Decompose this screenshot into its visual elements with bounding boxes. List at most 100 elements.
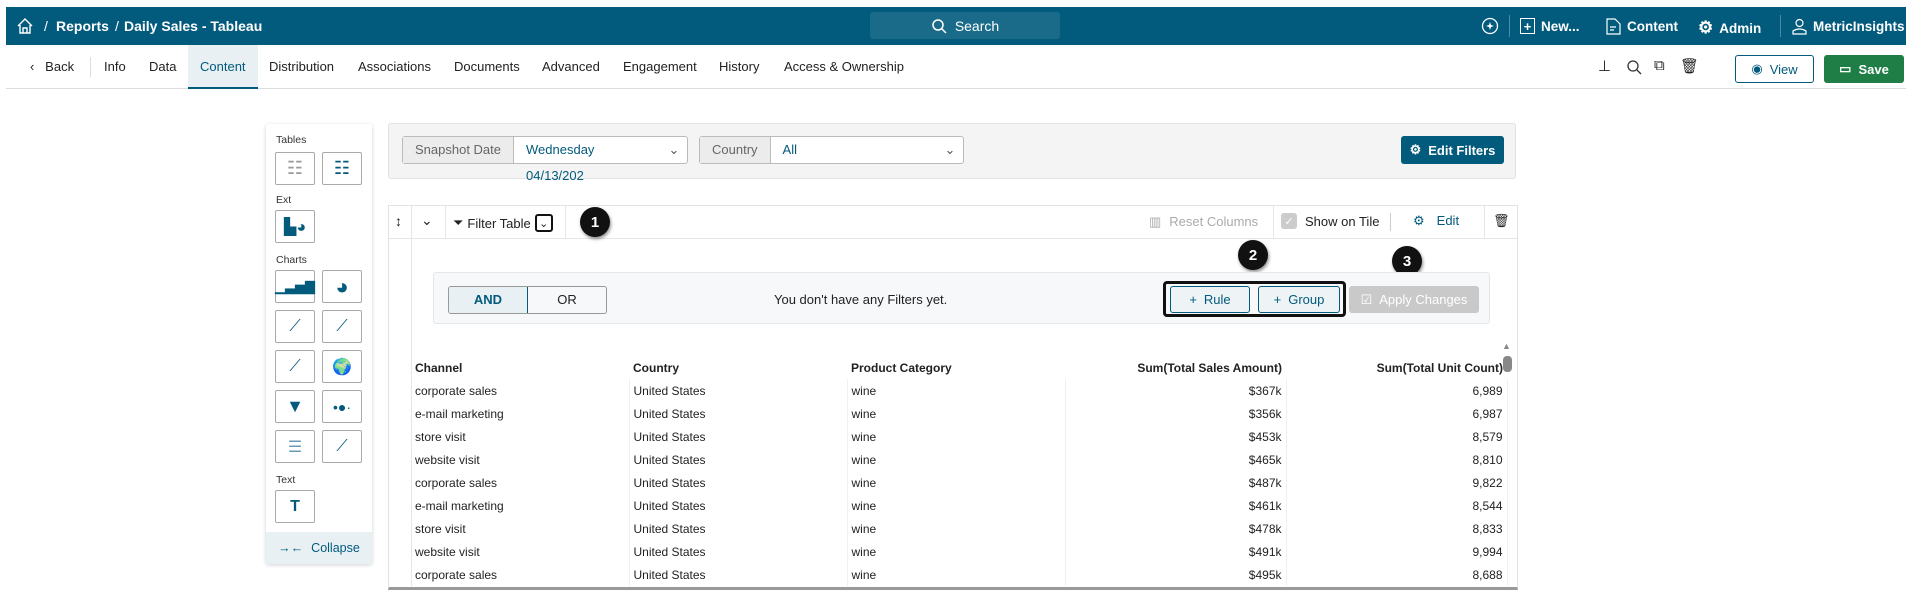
chart-line-widget[interactable]: ⟋	[322, 310, 362, 343]
table-cell: corporate sales	[411, 471, 630, 494]
chevron-down-icon[interactable]: ⌄	[668, 142, 680, 157]
filter-table-toggle[interactable]: ⏷ Filter Table ⌄	[453, 214, 553, 232]
column-header[interactable]: Sum(Total Sales Amount)	[1137, 361, 1282, 375]
ext-widget[interactable]: ▙◕	[275, 210, 315, 243]
chart-funnel-widget[interactable]: ▼	[275, 390, 315, 423]
tab-access-ownership[interactable]: Access & Ownership	[784, 59, 904, 74]
text-widget[interactable]: T	[275, 490, 315, 523]
chart-line-widget[interactable]: ⟋	[322, 430, 362, 463]
country-filter[interactable]: Country All ⌄	[699, 136, 964, 164]
trash-icon[interactable]: 🗑	[1680, 58, 1700, 75]
table-row[interactable]: website visit United States wine $491k 9,994	[411, 540, 1508, 563]
annotation-badge-1: 1	[580, 207, 610, 237]
tile-toolbar	[389, 206, 1517, 239]
view-button[interactable]: ◉ View	[1735, 55, 1814, 83]
nav-content[interactable]: Content	[1606, 18, 1678, 35]
and-button[interactable]: AND	[449, 287, 528, 313]
chart-line-widget[interactable]: ⟋	[275, 310, 315, 343]
nav-admin[interactable]: ⚙ Admin	[1698, 18, 1761, 38]
chevron-down-icon[interactable]: ⌄	[534, 214, 553, 232]
show-on-tile-checkbox[interactable]: ✓ Show on Tile	[1281, 213, 1379, 229]
table-widget[interactable]: ☷	[275, 152, 315, 185]
home-icon[interactable]	[16, 17, 34, 35]
table-row[interactable]: website visit United States wine $465k 8,810	[411, 448, 1508, 471]
chart-line-widget[interactable]: ⟋	[275, 350, 315, 383]
chevron-down-icon[interactable]: ⌄	[944, 142, 956, 157]
or-button[interactable]: OR	[557, 292, 577, 307]
divider	[90, 57, 91, 77]
table-row[interactable]: e-mail marketing United States wine $461k 8,…	[411, 494, 1508, 517]
tab-documents[interactable]: Documents	[454, 59, 520, 74]
table-row[interactable]: corporate sales United States wine $495k 8,6…	[411, 563, 1508, 586]
breadcrumb-sep: /	[44, 18, 48, 34]
column-header[interactable]: Channel	[415, 361, 463, 375]
table-cell: United States	[629, 563, 848, 586]
table-cell: corporate sales	[411, 379, 630, 402]
divider	[1273, 206, 1274, 239]
table-highlight-widget[interactable]: ☷	[322, 152, 362, 185]
collapse-button[interactable]: →← Collapse	[266, 532, 372, 564]
empty-filters-message: You don't have any Filters yet.	[774, 292, 948, 307]
tab-advanced[interactable]: Advanced	[542, 59, 600, 74]
scrollbar-thumb[interactable]	[1503, 356, 1512, 372]
tab-engagement[interactable]: Engagement	[623, 59, 697, 74]
column-header[interactable]: Sum(Total Unit Count)	[1376, 361, 1503, 375]
tab-associations[interactable]: Associations	[358, 59, 431, 74]
tab-history[interactable]: History	[719, 59, 760, 74]
edit-filters-button[interactable]: ⚙ Edit Filters	[1401, 136, 1504, 164]
table-row[interactable]: e-mail marketing United States wine $356k 6,…	[411, 402, 1508, 425]
back-button[interactable]: ‹ Back	[30, 59, 75, 74]
table-icon: ☷	[333, 158, 351, 178]
table-cell: 9,822	[1286, 471, 1508, 494]
ai-assistant-icon[interactable]	[1481, 17, 1499, 35]
nav-user[interactable]: MetricInsights	[1792, 18, 1905, 35]
horizontal-bar-icon: ☰	[287, 438, 303, 456]
tab-data[interactable]: Data	[149, 59, 177, 74]
breadcrumb-reports[interactable]: Reports	[56, 18, 109, 34]
table-cell: 8,833	[1286, 517, 1508, 540]
search-button[interactable]: Search	[870, 12, 1060, 39]
table-cell: $356k	[1065, 402, 1287, 425]
table-row[interactable]: corporate sales United States wine $487k 9,8…	[411, 471, 1508, 494]
chart-combo-widget[interactable]: ▁▃▅▇	[275, 270, 315, 303]
table-cell: e-mail marketing	[411, 402, 630, 425]
snapshot-date-value[interactable]: Wednesday 04/13/202	[526, 142, 595, 183]
drag-handle-icon[interactable]: ↕	[395, 213, 402, 229]
save-button[interactable]: ▭ Save	[1824, 55, 1904, 83]
copy-icon[interactable]: ⧉	[1654, 57, 1665, 74]
table-cell: store visit	[411, 517, 630, 540]
section-charts: Charts	[276, 254, 307, 266]
view-label: View	[1769, 61, 1798, 77]
trash-icon[interactable]: 🗑	[1493, 213, 1510, 228]
table-row[interactable]: corporate sales United States wine $367k 6,9…	[411, 379, 1508, 402]
snapshot-date-filter[interactable]: Snapshot Date Wednesday 04/13/202 ⌄	[402, 136, 688, 183]
chart-map-widget[interactable]: 🌍	[322, 350, 362, 383]
table-cell: United States	[629, 471, 848, 494]
column-header[interactable]: Product Category	[851, 361, 952, 375]
table-cell: United States	[629, 448, 848, 471]
filter-icon: ⏷	[453, 215, 464, 230]
country-value[interactable]: All	[782, 142, 797, 157]
hierarchy-icon[interactable]: ⊥	[1598, 58, 1612, 75]
tab-info[interactable]: Info	[104, 59, 126, 74]
chart-bubble-widget[interactable]: •●·	[322, 390, 362, 423]
reset-columns-button[interactable]: ▥ Reset Columns	[1149, 214, 1258, 230]
chart-bar-widget[interactable]: ☰	[275, 430, 315, 463]
add-group-button[interactable]: + Group	[1258, 286, 1340, 313]
add-rule-button[interactable]: + Rule	[1170, 286, 1250, 313]
table-cell: wine	[847, 540, 1066, 563]
tab-distribution[interactable]: Distribution	[269, 59, 335, 74]
tab-content[interactable]: Content	[188, 45, 258, 89]
annotation-badge-2: 2	[1238, 240, 1268, 270]
search-icon[interactable]	[1626, 59, 1642, 75]
nav-new[interactable]: + New...	[1520, 18, 1580, 34]
scroll-up-icon[interactable]: ▲	[1502, 341, 1511, 351]
apply-changes-button[interactable]: ☑ Apply Changes	[1349, 286, 1479, 313]
chevron-down-icon[interactable]: ⌄	[421, 212, 433, 228]
table-row[interactable]: store visit United States wine $453k 8,579	[411, 425, 1508, 448]
save-label: Save	[1858, 61, 1889, 77]
table-row[interactable]: store visit United States wine $478k 8,833	[411, 517, 1508, 540]
column-header[interactable]: Country	[633, 361, 679, 375]
chart-pie-widget[interactable]: ◕	[322, 270, 362, 303]
edit-button[interactable]: ⚙ Edit	[1413, 213, 1459, 229]
